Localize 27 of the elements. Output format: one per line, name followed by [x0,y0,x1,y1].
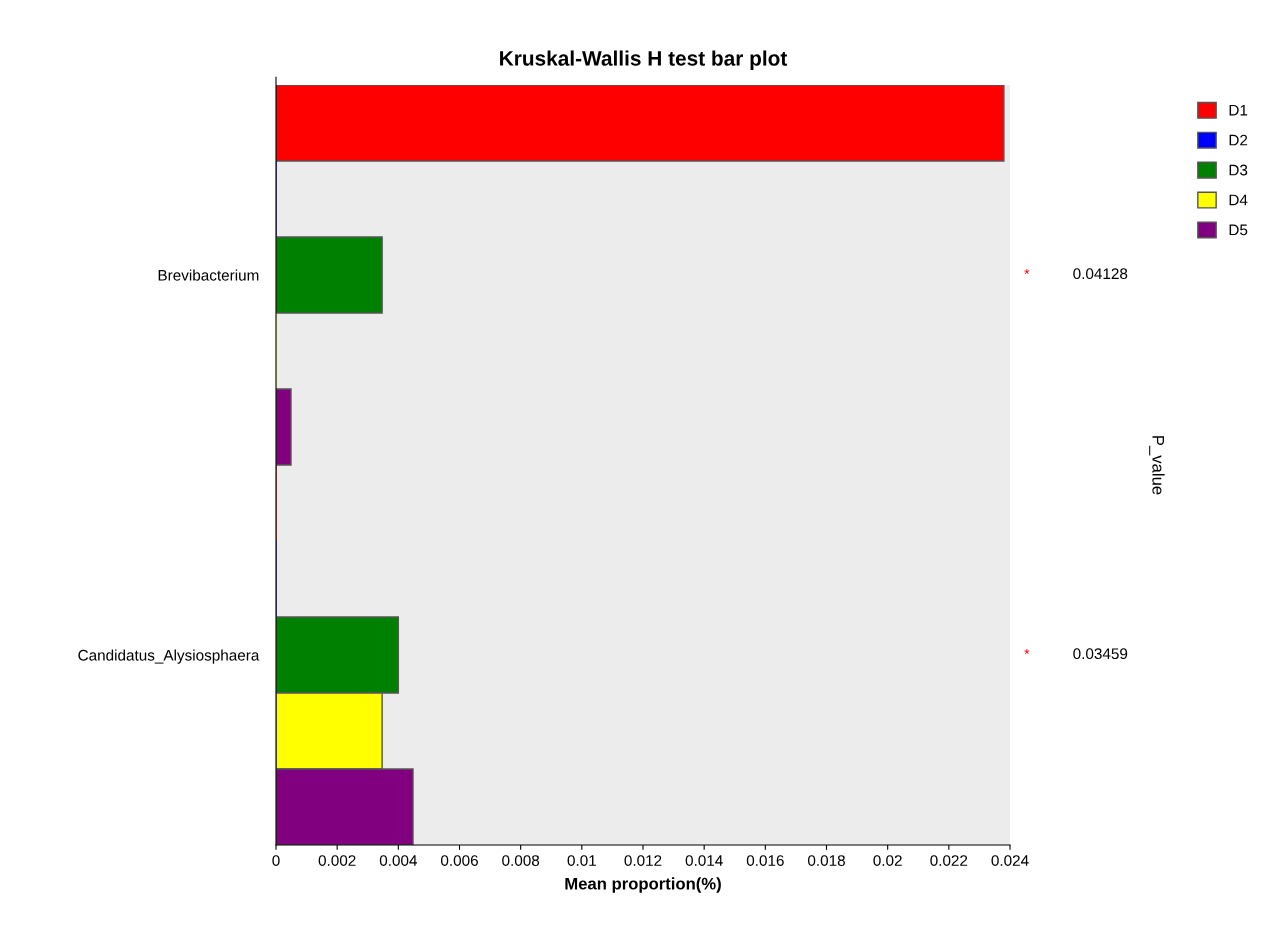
legend-label: D5 [1229,224,1248,236]
x-tick-label: 0.024 [991,855,1029,866]
y-tick-label: Brevibacterium [158,269,259,281]
x-tick-label: 0.02 [873,855,902,866]
text: * [1024,269,1030,274]
text: P_value [1149,436,1165,495]
chart-title: Kruskal-Wallis H test bar plot [500,50,788,70]
x-tick-label: 0.016 [746,855,784,866]
y-tick-label: Candidatus_Alysiosphaera [78,649,260,664]
x-tick-label: 0.002 [318,855,356,866]
x-axis-title: Mean proportion(%) [565,877,721,893]
text: * [1024,649,1030,654]
x-tick-label: 0.006 [440,855,478,866]
x-tick-label: 0 [272,855,280,866]
x-tick-label: 0.014 [685,855,723,866]
x-tick-label: 0.012 [624,855,662,866]
legend-label: D3 [1229,164,1248,176]
legend-label: D1 [1229,104,1248,116]
x-tick-label: 0.022 [930,855,968,866]
x-tick-label: 0.018 [807,855,845,866]
x-tick-label: 0.004 [379,855,417,866]
legend-label: D2 [1229,134,1248,146]
legend-label: D4 [1229,194,1248,206]
text: 0.03459 [1073,648,1128,660]
text: 0.04128 [1073,268,1128,280]
x-tick-label: 0.008 [502,855,540,866]
x-tick-label: 0.01 [567,855,596,866]
